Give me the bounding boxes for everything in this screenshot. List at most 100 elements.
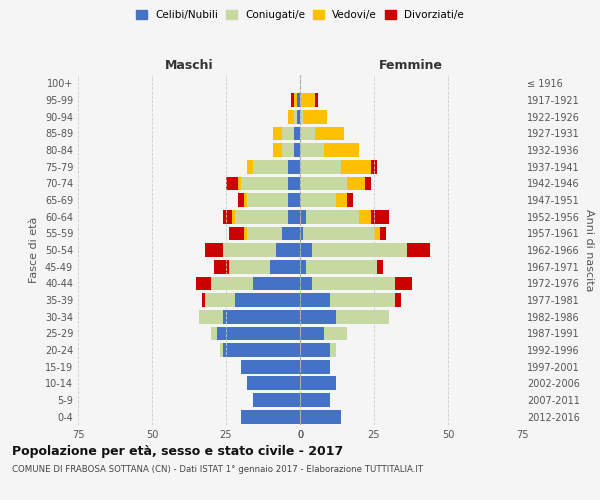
Bar	[329, 343, 335, 357]
Bar	[297, 93, 300, 107]
Bar	[235, 293, 300, 307]
Bar	[377, 260, 383, 274]
Bar	[211, 326, 217, 340]
Bar	[282, 126, 294, 140]
Bar	[288, 160, 300, 173]
Bar	[347, 193, 353, 207]
Bar	[300, 293, 329, 307]
Bar	[300, 310, 335, 324]
Bar	[300, 126, 315, 140]
Bar	[202, 293, 205, 307]
Bar	[303, 110, 326, 124]
Bar	[223, 210, 232, 224]
Bar	[300, 176, 347, 190]
Bar	[220, 343, 223, 357]
Bar	[312, 243, 407, 257]
Bar	[300, 160, 341, 173]
Bar	[244, 226, 247, 240]
Text: COMUNE DI FRABOSA SOTTANA (CN) - Dati ISTAT 1° gennaio 2017 - Elaborazione TUTTI: COMUNE DI FRABOSA SOTTANA (CN) - Dati IS…	[12, 466, 423, 474]
Bar	[277, 243, 300, 257]
Bar	[300, 243, 312, 257]
Bar	[229, 260, 271, 274]
Bar	[300, 376, 335, 390]
Bar	[300, 210, 306, 224]
Bar	[371, 210, 389, 224]
Bar	[294, 110, 297, 124]
Bar	[253, 393, 300, 407]
Bar	[274, 143, 282, 157]
Bar	[335, 310, 389, 324]
Bar	[247, 226, 282, 240]
Bar	[300, 276, 312, 290]
Bar	[300, 93, 315, 107]
Bar	[244, 193, 247, 207]
Bar	[291, 93, 294, 107]
Bar	[294, 143, 300, 157]
Bar	[288, 210, 300, 224]
Bar	[347, 176, 365, 190]
Bar	[241, 410, 300, 424]
Bar	[232, 210, 235, 224]
Bar	[315, 93, 318, 107]
Bar	[288, 193, 300, 207]
Bar	[323, 326, 347, 340]
Bar	[300, 260, 306, 274]
Bar	[196, 276, 211, 290]
Bar	[300, 410, 341, 424]
Title: Maschi: Maschi	[164, 60, 214, 72]
Bar	[365, 176, 371, 190]
Bar	[238, 193, 244, 207]
Bar	[235, 210, 288, 224]
Bar	[300, 326, 323, 340]
Bar	[223, 243, 277, 257]
Bar	[205, 293, 235, 307]
Bar	[282, 143, 294, 157]
Bar	[271, 260, 300, 274]
Bar	[380, 226, 386, 240]
Bar	[300, 393, 329, 407]
Bar	[199, 310, 223, 324]
Bar	[294, 93, 297, 107]
Bar	[297, 110, 300, 124]
Bar	[303, 226, 374, 240]
Bar	[395, 293, 401, 307]
Bar	[371, 160, 377, 173]
Bar	[211, 276, 253, 290]
Bar	[214, 260, 229, 274]
Bar	[335, 193, 347, 207]
Text: Popolazione per età, sesso e stato civile - 2017: Popolazione per età, sesso e stato civil…	[12, 445, 343, 458]
Bar	[300, 226, 303, 240]
Bar	[241, 360, 300, 374]
Bar	[300, 193, 335, 207]
Bar	[329, 293, 395, 307]
Bar	[395, 276, 412, 290]
Bar	[300, 110, 303, 124]
Bar	[341, 160, 371, 173]
Bar	[241, 176, 288, 190]
Bar	[229, 226, 244, 240]
Bar	[205, 243, 223, 257]
Bar	[294, 126, 300, 140]
Bar	[247, 193, 288, 207]
Bar	[238, 176, 241, 190]
Y-axis label: Fasce di età: Fasce di età	[29, 217, 39, 283]
Bar	[315, 126, 344, 140]
Bar	[323, 143, 359, 157]
Y-axis label: Anni di nascita: Anni di nascita	[584, 209, 593, 291]
Bar	[247, 160, 253, 173]
Bar	[306, 210, 359, 224]
Title: Femmine: Femmine	[379, 60, 443, 72]
Bar	[223, 310, 300, 324]
Bar	[247, 376, 300, 390]
Bar	[306, 260, 377, 274]
Bar	[407, 243, 430, 257]
Bar	[223, 343, 300, 357]
Bar	[288, 176, 300, 190]
Bar	[300, 343, 329, 357]
Bar	[300, 143, 323, 157]
Bar	[374, 226, 380, 240]
Bar	[253, 276, 300, 290]
Bar	[288, 110, 294, 124]
Bar	[274, 126, 282, 140]
Bar	[312, 276, 395, 290]
